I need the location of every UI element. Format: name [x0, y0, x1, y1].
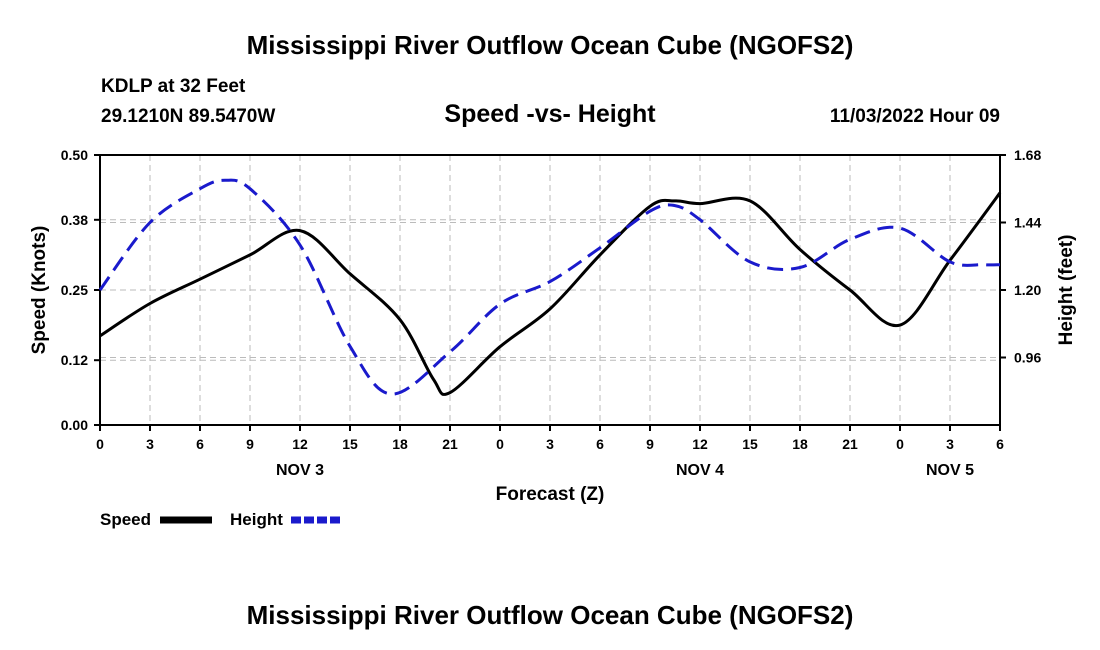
y2-tick-label: 1.20	[1014, 282, 1041, 298]
footer-title: Mississippi River Outflow Ocean Cube (NG…	[246, 600, 854, 630]
x-tick-label: 12	[292, 436, 308, 452]
height-series-line	[98, 178, 1001, 396]
x-tick-label: 3	[146, 436, 154, 452]
x-tick-label: 6	[196, 436, 204, 452]
x-tick-label: 18	[392, 436, 408, 452]
y-axis-label: Speed (Knots)	[29, 226, 50, 355]
y2-tick-label: 1.44	[1014, 215, 1041, 231]
x-axis-label: Forecast (Z)	[496, 484, 605, 505]
day-label: NOV 3	[276, 462, 324, 479]
series-lines	[98, 178, 1002, 396]
day-label: NOV 5	[926, 462, 974, 479]
y-tick-label: 0.12	[61, 352, 88, 368]
chart-subtitle: Speed -vs- Height	[444, 100, 656, 128]
chart-title: Mississippi River Outflow Ocean Cube (NG…	[246, 30, 854, 60]
day-label: NOV 4	[676, 462, 724, 479]
y-tick-label: 0.38	[61, 212, 88, 228]
x-tick-label: 0	[96, 436, 104, 452]
x-tick-label: 15	[342, 436, 358, 452]
x-tick-label: 6	[996, 436, 1004, 452]
x-tick-label: 21	[442, 436, 458, 452]
x-tick-label: 9	[646, 436, 654, 452]
y-tick-label: 0.25	[61, 282, 88, 298]
y2-axis-label: Height (feet)	[1056, 235, 1077, 346]
x-tick-label: 6	[596, 436, 604, 452]
y-tick-label: 0.00	[61, 417, 88, 433]
x-tick-label: 12	[692, 436, 708, 452]
y2-tick-label: 0.96	[1014, 350, 1041, 366]
station-coordinates: 29.1210N 89.5470W	[101, 106, 276, 127]
x-tick-label: 0	[896, 436, 904, 452]
x-tick-label: 21	[842, 436, 858, 452]
grid-lines	[100, 154, 1000, 425]
y2-tick-label: 1.68	[1014, 147, 1041, 163]
legend-speed-label: Speed	[100, 510, 151, 529]
x-tick-label: 18	[792, 436, 808, 452]
x-tick-label: 15	[742, 436, 758, 452]
axis-ticks	[94, 154, 1006, 431]
legend: Speed Height	[100, 510, 343, 529]
speed-series-line	[99, 191, 1002, 396]
y-tick-label: 0.50	[61, 147, 88, 163]
station-label: KDLP at 32 Feet	[101, 76, 246, 97]
forecast-datetime: 11/03/2022 Hour 09	[829, 106, 1000, 127]
legend-height-label: Height	[230, 510, 283, 529]
x-tick-label: 3	[546, 436, 554, 452]
x-tick-label: 3	[946, 436, 954, 452]
axis-tick-labels: 0 3 6 9 12 15 18 21 0 3 6 9 12 15 18 21 0 3 6 0.00 0.12 0.25 0…	[61, 147, 1042, 479]
x-tick-label: 9	[246, 436, 254, 452]
x-tick-label: 0	[496, 436, 504, 452]
